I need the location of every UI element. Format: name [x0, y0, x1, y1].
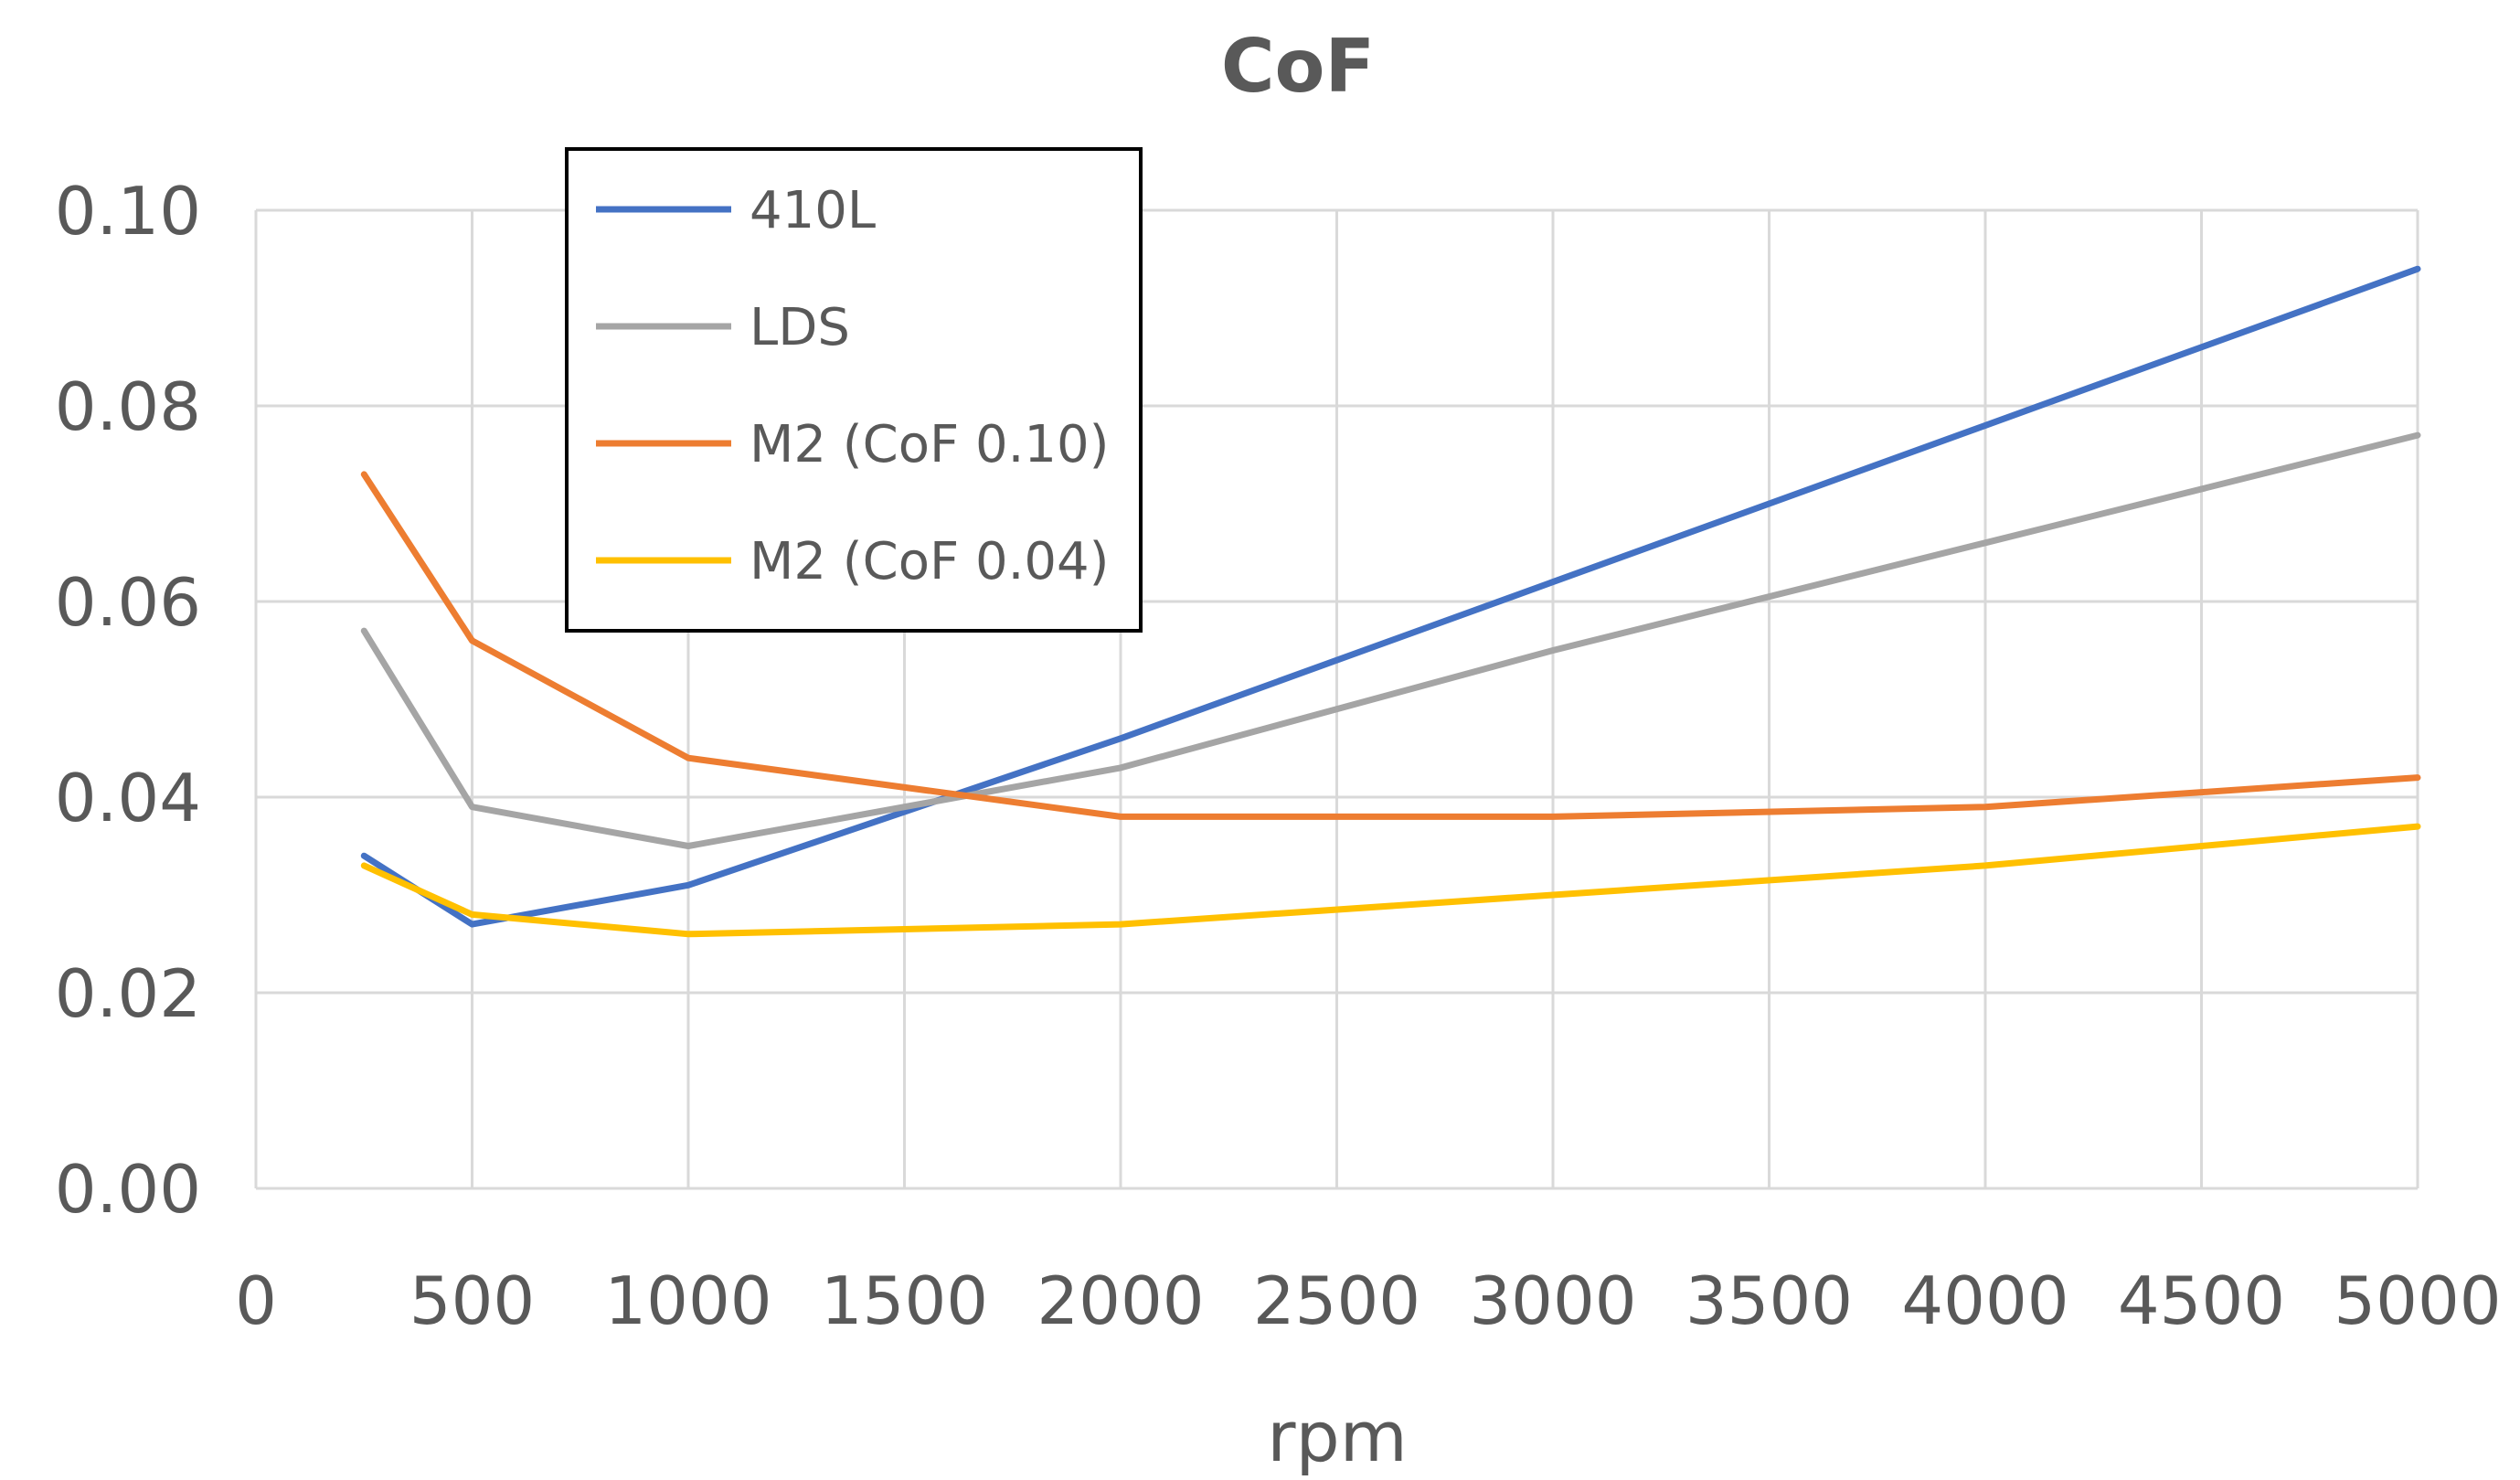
legend-label-410l: 410L: [750, 181, 876, 240]
x-tick-label: 1000: [604, 1262, 771, 1339]
x-tick-label: 2500: [1253, 1262, 1420, 1339]
legend-label-m2-cof-0-04: M2 (CoF 0.04): [750, 532, 1110, 591]
legend-box: [565, 147, 1143, 633]
y-tick-label: 0.10: [55, 173, 201, 250]
x-tick-label: 5000: [2334, 1262, 2501, 1339]
series-line-410l: [360, 265, 2421, 928]
chart-title: CoF: [1221, 24, 1375, 109]
series-line-m2-cof-0-04: [360, 823, 2421, 938]
y-tick-label: 0.04: [55, 760, 201, 836]
legend: 410L LDS M2 (CoF 0.10) M2 (CoF 0.04): [565, 147, 1143, 633]
x-tick-label: 500: [409, 1262, 535, 1339]
series-line-m2-cof-0-10: [360, 471, 2421, 820]
y-tick-label: 0.00: [55, 1151, 201, 1228]
series-line-lds: [360, 431, 2421, 849]
y-tick-label: 0.02: [55, 955, 201, 1032]
y-tick-label: 0.08: [55, 368, 201, 445]
legend-label-m2-cof-0-10: M2 (CoF 0.10): [750, 415, 1110, 474]
x-axis-title: rpm: [1267, 1396, 1408, 1477]
x-tick-label: 3500: [1685, 1262, 1853, 1339]
x-tick-label: 2000: [1037, 1262, 1204, 1339]
x-tick-label: 1500: [821, 1262, 988, 1339]
x-tick-label: 0: [235, 1262, 277, 1339]
y-axis-tick-labels: 0.00 0.02 0.04 0.06 0.08 0.10: [55, 173, 201, 1228]
legend-label-lds: LDS: [750, 298, 850, 357]
x-axis-tick-labels: 0 500 1000 1500 2000 2500 3000 3500 4000 4500 5000: [235, 1262, 2502, 1339]
series-lines: [360, 265, 2421, 938]
x-tick-label: 4500: [2118, 1262, 2285, 1339]
x-tick-label: 3000: [1469, 1262, 1636, 1339]
x-tick-label: 4000: [1901, 1262, 2068, 1339]
y-tick-label: 0.06: [55, 564, 201, 641]
